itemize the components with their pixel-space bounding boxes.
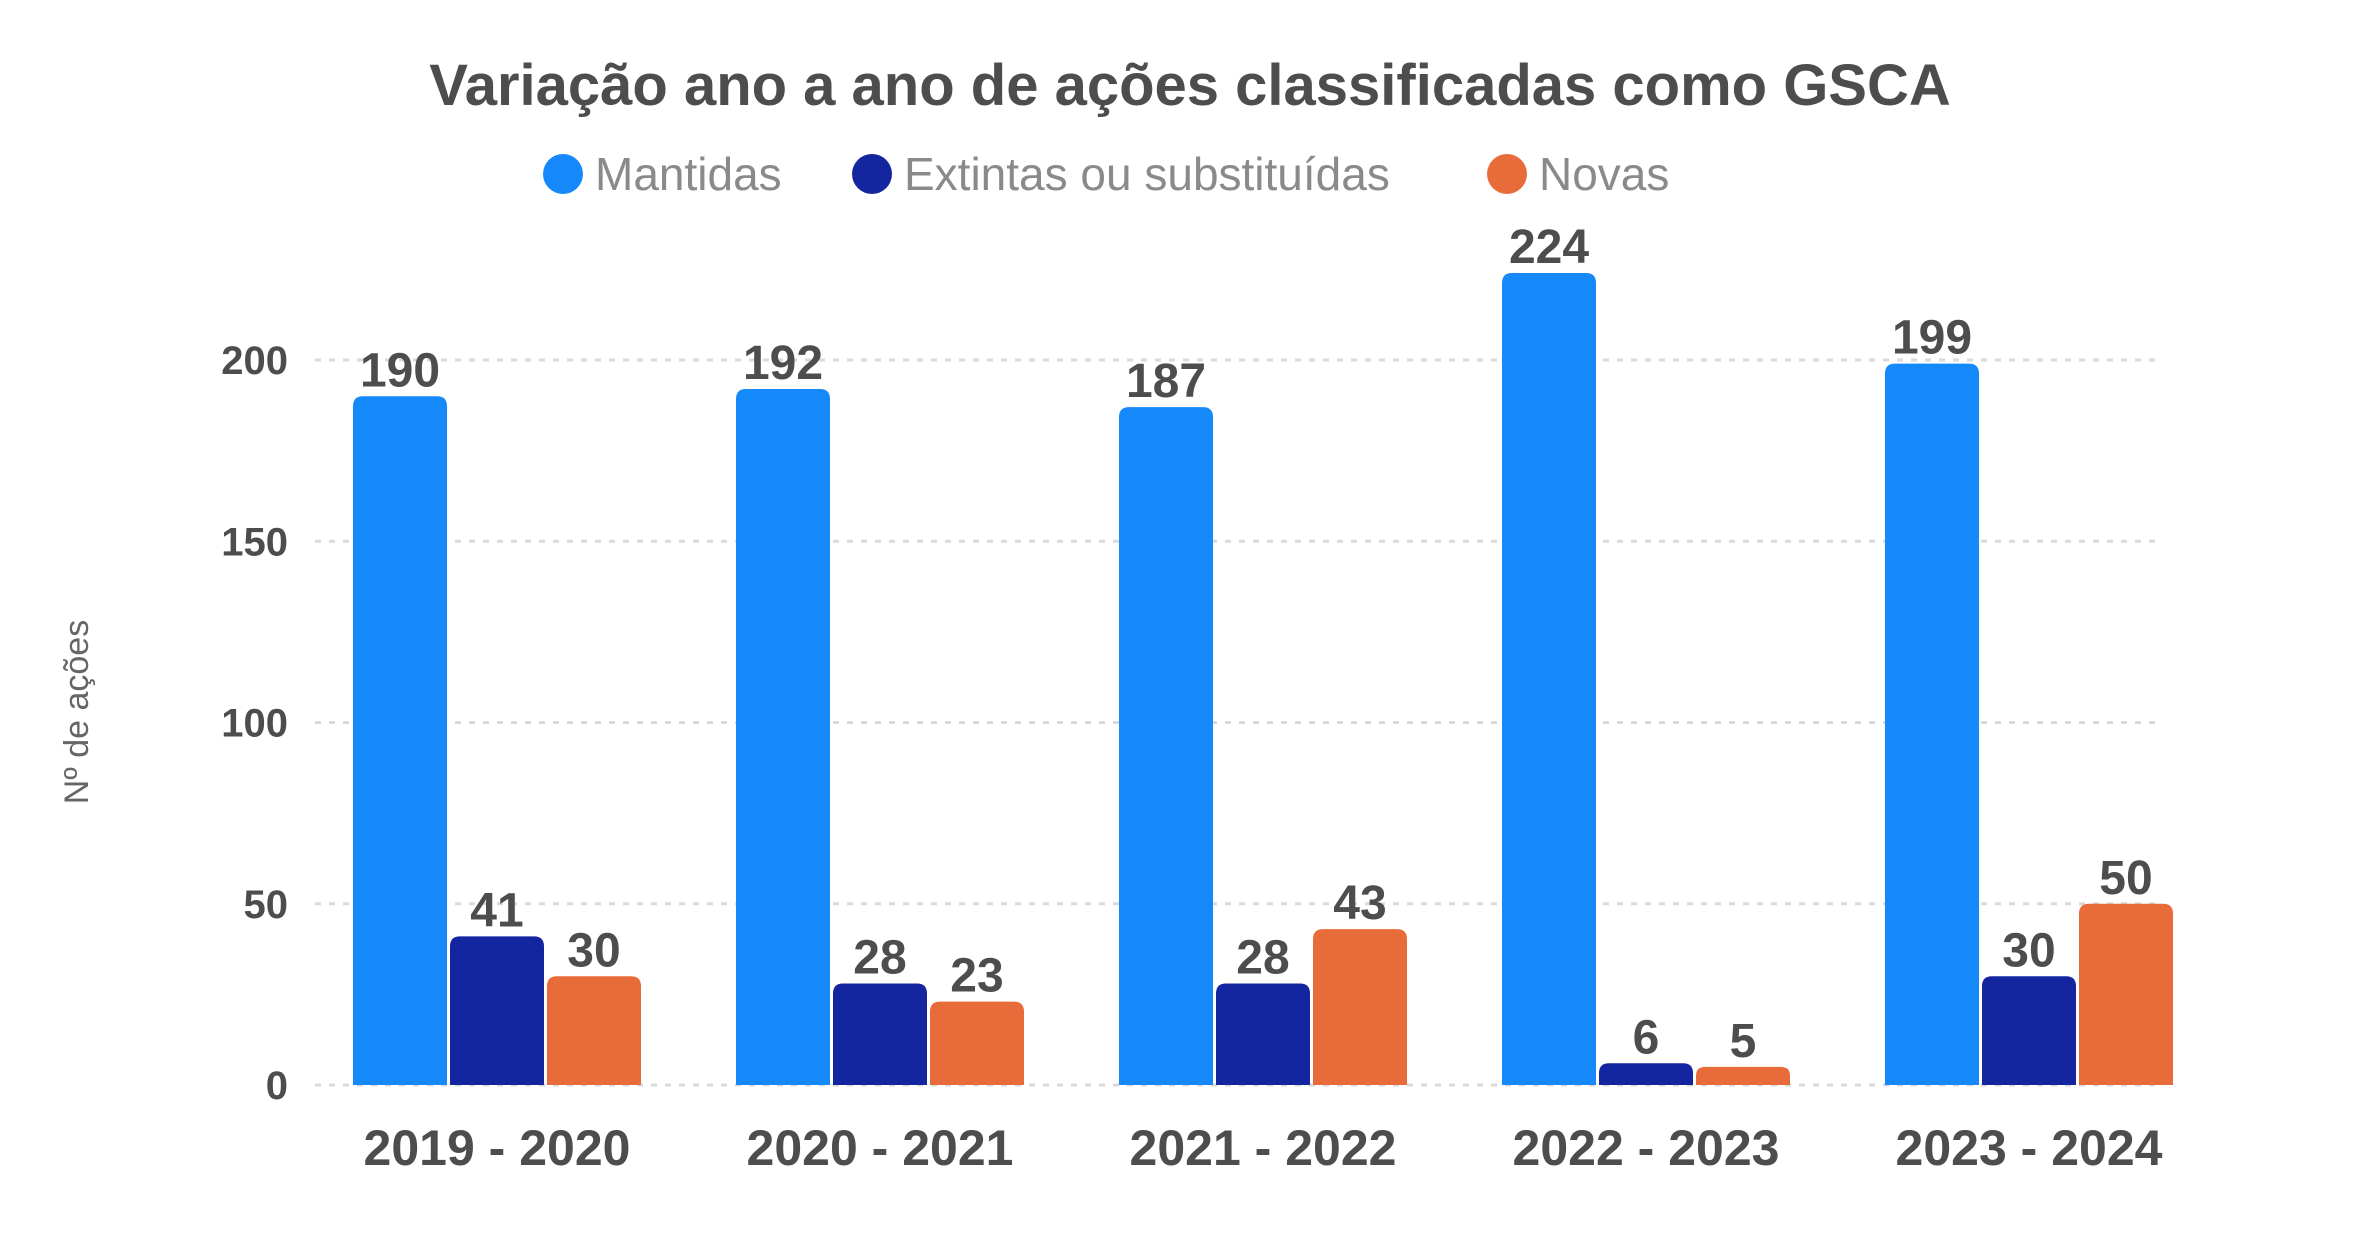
bar-mantidas-2022-2023: [1502, 273, 1596, 1085]
value-label: 30: [2002, 924, 2055, 977]
x-category-label: 2020 - 2021: [747, 1120, 1014, 1176]
x-category-label: 2023 - 2024: [1896, 1120, 2163, 1176]
value-label: 199: [1892, 312, 1972, 365]
y-axis-ticks: 0 50 100 150 200: [221, 339, 288, 1108]
bar-mantidas-2023-2024: [1885, 363, 1979, 1085]
value-label: 41: [470, 884, 523, 937]
bar-novas-2021-2022: [1313, 929, 1407, 1085]
value-label: 187: [1126, 355, 1206, 408]
value-label: 30: [567, 924, 620, 977]
value-labels: 190 41 30 192 28 23 187 28 43 224 6 5 199 30 50: [360, 221, 2153, 1068]
bar-mantidas-2020-2021: [736, 389, 830, 1085]
value-label: 5: [1730, 1015, 1757, 1068]
bar-mantidas-2019-2020: [353, 396, 447, 1085]
legend-swatch: [1487, 154, 1527, 194]
y-tick-label: 200: [221, 339, 288, 383]
y-tick-label: 0: [266, 1064, 288, 1108]
value-label: 43: [1333, 877, 1386, 930]
value-label: 192: [743, 337, 823, 390]
bar-extintas-ou-substituidas-2022-2023: [1599, 1063, 1693, 1085]
legend-item-novas: Novas: [1487, 148, 1669, 200]
bar-novas-2022-2023: [1696, 1066, 1790, 1085]
bar-extintas-ou-substituidas-2019-2020: [450, 936, 544, 1085]
legend-label: Extintas ou substituídas: [904, 148, 1390, 200]
value-label: 190: [360, 344, 440, 397]
bar-extintas-ou-substituidas-2021-2022: [1216, 983, 1310, 1085]
legend: Mantidas Extintas ou substituídas Novas: [543, 148, 1669, 200]
bar-novas-2023-2024: [2079, 903, 2173, 1085]
bars: [353, 273, 2173, 1085]
y-tick-label: 100: [221, 702, 288, 746]
legend-swatch: [543, 154, 583, 194]
bar-novas-2019-2020: [547, 976, 641, 1085]
value-label: 28: [853, 932, 906, 985]
value-label: 6: [1633, 1011, 1660, 1064]
x-axis-categories: 2019 - 2020 2020 - 2021 2021 - 2022 2022 - …: [364, 1120, 2163, 1176]
y-axis-label: Nº de ações: [58, 620, 96, 804]
y-tick-label: 150: [221, 520, 288, 564]
legend-label: Mantidas: [595, 148, 782, 200]
x-category-label: 2022 - 2023: [1513, 1120, 1780, 1176]
legend-item-extintas-ou-substituidas: Extintas ou substituídas: [852, 148, 1390, 200]
bar-mantidas-2021-2022: [1119, 407, 1213, 1085]
bar-extintas-ou-substituidas-2023-2024: [1982, 976, 2076, 1085]
x-category-label: 2019 - 2020: [364, 1120, 631, 1176]
value-label: 224: [1509, 221, 1589, 274]
chart-title: Variação ano a ano de ações classificada…: [429, 53, 1951, 118]
value-label: 28: [1236, 932, 1289, 985]
bar-extintas-ou-substituidas-2020-2021: [833, 983, 927, 1085]
legend-label: Novas: [1539, 148, 1669, 200]
bar-novas-2020-2021: [930, 1001, 1024, 1085]
value-label: 23: [950, 950, 1003, 1003]
legend-swatch: [852, 154, 892, 194]
x-category-label: 2021 - 2022: [1130, 1120, 1397, 1176]
y-tick-label: 50: [244, 883, 289, 927]
legend-item-mantidas: Mantidas: [543, 148, 782, 200]
value-label: 50: [2099, 852, 2152, 905]
